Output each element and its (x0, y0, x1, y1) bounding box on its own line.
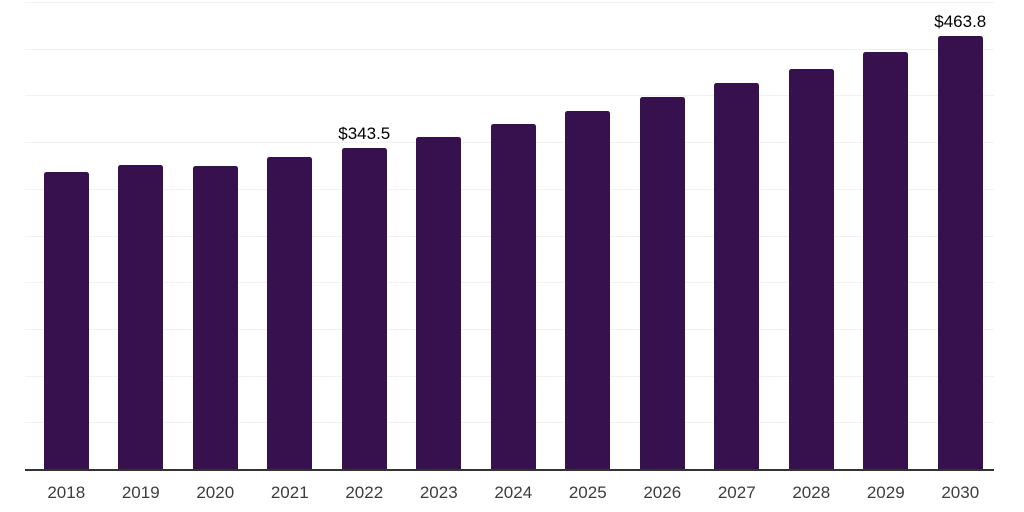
bar-2019 (118, 165, 164, 469)
bar-2024 (490, 124, 536, 469)
bar-2021 (267, 156, 313, 469)
x-axis-line (25, 469, 994, 471)
bar-value-label: $343.5 (338, 124, 391, 144)
x-tick-label: 2025 (568, 483, 607, 502)
x-tick-label: 2026 (643, 483, 682, 502)
bar-2018 (43, 172, 89, 469)
x-tick-label: 2022 (345, 483, 384, 502)
x-tick-label: 2027 (717, 483, 756, 502)
x-tick-label: 2019 (121, 483, 160, 502)
x-tick-label: 2018 (47, 483, 86, 502)
x-tick-label: 2021 (270, 483, 309, 502)
x-tick-label: 2020 (196, 483, 235, 502)
x-tick-label: 2023 (419, 483, 458, 502)
x-tick-label: 2029 (866, 483, 905, 502)
x-tick-label: 2030 (941, 483, 980, 502)
bar-2025 (565, 111, 611, 469)
gridline (25, 95, 994, 97)
gridline (25, 2, 994, 3)
bar-2020 (192, 166, 238, 469)
gridline (25, 48, 994, 50)
bar-2022 (341, 148, 387, 469)
bar-2027 (714, 82, 760, 469)
bar-2029 (863, 51, 909, 469)
x-tick-label: 2024 (494, 483, 533, 502)
bar-2028 (788, 68, 834, 469)
bar-2023 (416, 136, 462, 469)
bar-2030 (937, 35, 983, 469)
bar-value-label: $463.8 (934, 11, 987, 31)
x-tick-label: 2028 (792, 483, 831, 502)
bar-2026 (639, 97, 685, 469)
